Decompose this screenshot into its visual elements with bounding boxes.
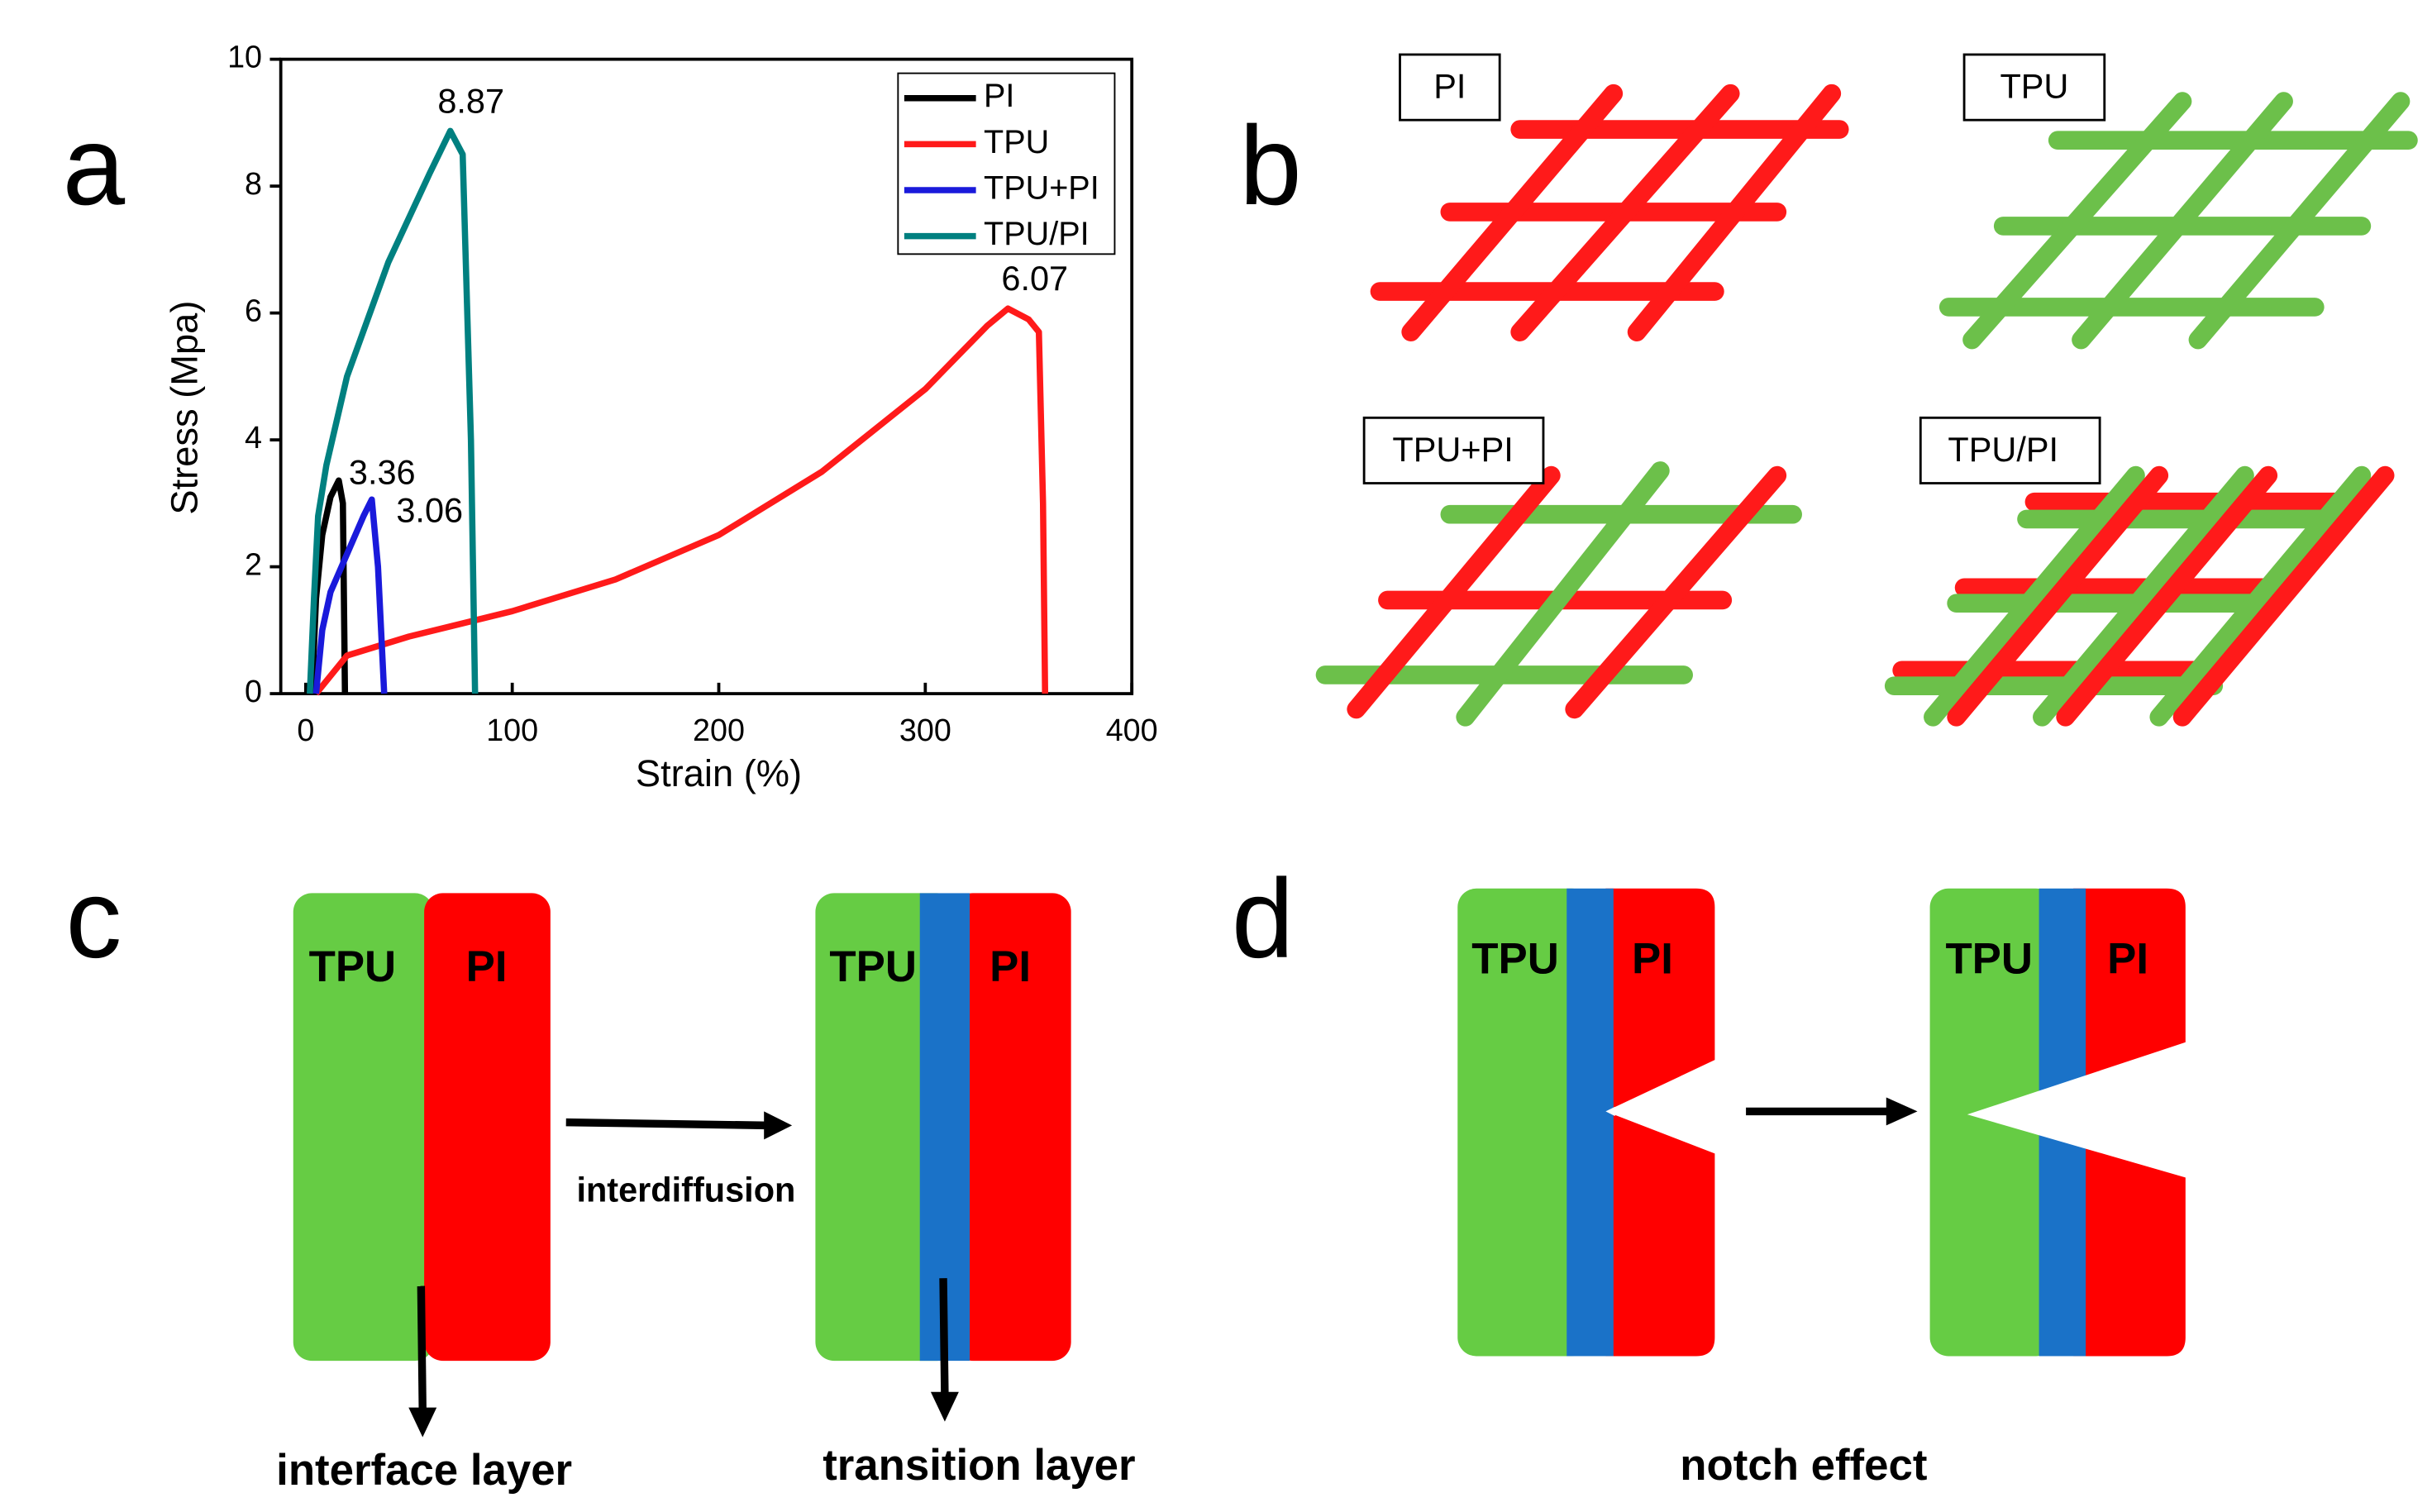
notch bbox=[1967, 1041, 2189, 1179]
series-line bbox=[313, 305, 1049, 696]
arrow-head bbox=[408, 1407, 437, 1438]
fiber bbox=[1401, 83, 1624, 341]
panel-letter: d bbox=[1232, 856, 1295, 981]
tpu-block bbox=[1457, 888, 1590, 1357]
block-label: TPU bbox=[1471, 934, 1559, 983]
legend-label: TPU/PI bbox=[984, 216, 1090, 252]
fiber bbox=[1456, 461, 1670, 727]
fiber bbox=[2056, 465, 2278, 727]
pi-block bbox=[954, 893, 1071, 1362]
fiber bbox=[1565, 465, 1787, 719]
y-tick-label: 10 bbox=[227, 40, 262, 74]
pi-block bbox=[424, 893, 551, 1362]
caption: interface layer bbox=[276, 1446, 572, 1495]
pi-block bbox=[1605, 888, 1715, 1357]
series-line bbox=[312, 496, 388, 694]
fiber bbox=[1510, 83, 1740, 341]
caption: notch effect bbox=[1680, 1441, 1927, 1490]
x-tick-label: 0 bbox=[297, 713, 314, 747]
arrow bbox=[417, 1285, 427, 1411]
block-label: TPU bbox=[1945, 934, 2033, 983]
label-box bbox=[1362, 416, 1545, 484]
y-tick-label: 8 bbox=[245, 166, 262, 201]
arrow bbox=[939, 1278, 949, 1395]
mesh-label: PI bbox=[1433, 66, 1466, 105]
mesh-labels: PI TPU TPU+PI TPU/PI bbox=[1362, 53, 2106, 484]
x-tick-label: 200 bbox=[693, 713, 745, 747]
caption: transition layer bbox=[823, 1441, 1135, 1490]
block-label: PI bbox=[2107, 934, 2148, 983]
mesh-diagrams bbox=[1315, 83, 2418, 727]
fiber bbox=[2172, 465, 2395, 727]
series-line bbox=[307, 127, 479, 694]
y-tick-label: 2 bbox=[245, 547, 262, 582]
y-axis-title: Stress (Mpa) bbox=[163, 301, 205, 515]
legend-label: TPU+PI bbox=[984, 169, 1099, 206]
annotation: 3.06 bbox=[396, 490, 463, 529]
annotation: 3.36 bbox=[349, 452, 416, 491]
tpu-block bbox=[293, 893, 434, 1362]
y-tick-label: 6 bbox=[245, 293, 262, 328]
fiber bbox=[2072, 92, 2293, 350]
x-tick-label: 100 bbox=[486, 713, 538, 747]
arrow-label: interdiffusion bbox=[576, 1170, 795, 1209]
panel-letter: a bbox=[63, 103, 126, 228]
mesh-label: TPU/PI bbox=[1948, 430, 2058, 469]
notch bbox=[1605, 1106, 1615, 1117]
fiber bbox=[1947, 465, 2169, 727]
y-tick-label: 4 bbox=[245, 420, 262, 455]
legend-label: PI bbox=[984, 78, 1014, 114]
arrow-head bbox=[764, 1111, 793, 1140]
panel-c: TPU PI TPU PI interdiffusion interface l… bbox=[276, 893, 1136, 1495]
fiber bbox=[1347, 465, 1561, 719]
block-label: TPU bbox=[829, 942, 917, 991]
label-box bbox=[1919, 416, 2101, 484]
arrow-head bbox=[1886, 1097, 1918, 1126]
mesh-label: TPU+PI bbox=[1392, 430, 1513, 469]
label-box bbox=[1399, 53, 1501, 122]
x-axis-title: Strain (%) bbox=[636, 752, 802, 794]
legend-box bbox=[897, 72, 1116, 255]
label-box bbox=[1962, 53, 2106, 122]
fiber bbox=[2149, 465, 2372, 727]
x-tick-label: 400 bbox=[1106, 713, 1158, 747]
tpu-block bbox=[1929, 888, 2055, 1357]
transition-block bbox=[1566, 888, 1614, 1357]
annotation: 6.07 bbox=[1001, 259, 1068, 298]
block-label: PI bbox=[1632, 934, 1673, 983]
fiber bbox=[1627, 83, 1842, 341]
block-label: PI bbox=[466, 942, 508, 991]
legend-label: TPU bbox=[984, 124, 1049, 160]
x-tick-label: 300 bbox=[899, 713, 951, 747]
block-label: PI bbox=[989, 942, 1031, 991]
arrow-head bbox=[930, 1391, 959, 1422]
stress-strain-chart: 0 100 200 300 400 0 2 4 6 8 10 Strain (%) Stress (Mp… bbox=[163, 40, 1157, 794]
plot-frame bbox=[279, 57, 1134, 695]
panel-letter: c bbox=[65, 856, 122, 981]
fiber bbox=[1962, 92, 2192, 350]
arrow bbox=[565, 1118, 768, 1130]
y-tick-label: 0 bbox=[245, 674, 262, 708]
fiber bbox=[1924, 465, 2145, 727]
fiber bbox=[2033, 465, 2254, 727]
panel-letter: b bbox=[1239, 103, 1302, 228]
mesh-label: TPU bbox=[2000, 66, 2068, 105]
fiber bbox=[2188, 92, 2411, 350]
block-label: TPU bbox=[309, 942, 397, 991]
panel-d: TPU PI TPU PI notch effect bbox=[1457, 888, 2189, 1490]
annotation: 8.87 bbox=[437, 81, 504, 120]
